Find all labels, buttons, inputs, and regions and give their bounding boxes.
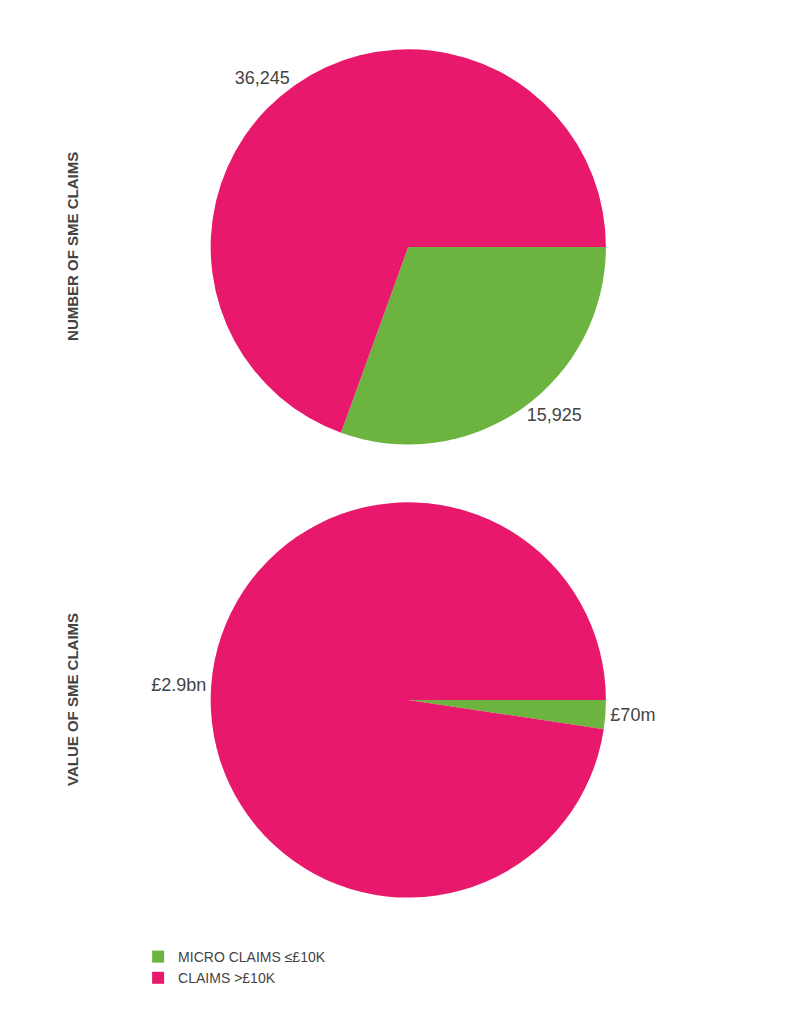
svg-text:£70m: £70m xyxy=(610,705,655,725)
svg-text:MICRO CLAIMS ≤£10K: MICRO CLAIMS ≤£10K xyxy=(178,949,326,965)
svg-text:36,245: 36,245 xyxy=(235,68,290,88)
svg-text:15,925: 15,925 xyxy=(527,405,582,425)
svg-text:£2.9bn: £2.9bn xyxy=(151,675,206,695)
svg-text:CLAIMS >£10K: CLAIMS >£10K xyxy=(178,970,276,986)
svg-text:NUMBER OF SME CLAIMS: NUMBER OF SME CLAIMS xyxy=(64,152,81,341)
svg-text:VALUE OF SME CLAIMS: VALUE OF SME CLAIMS xyxy=(64,613,81,786)
